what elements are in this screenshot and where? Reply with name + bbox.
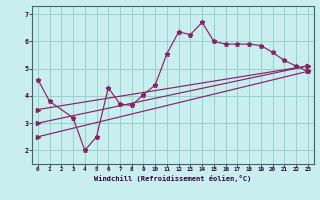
X-axis label: Windchill (Refroidissement éolien,°C): Windchill (Refroidissement éolien,°C): [94, 175, 252, 182]
